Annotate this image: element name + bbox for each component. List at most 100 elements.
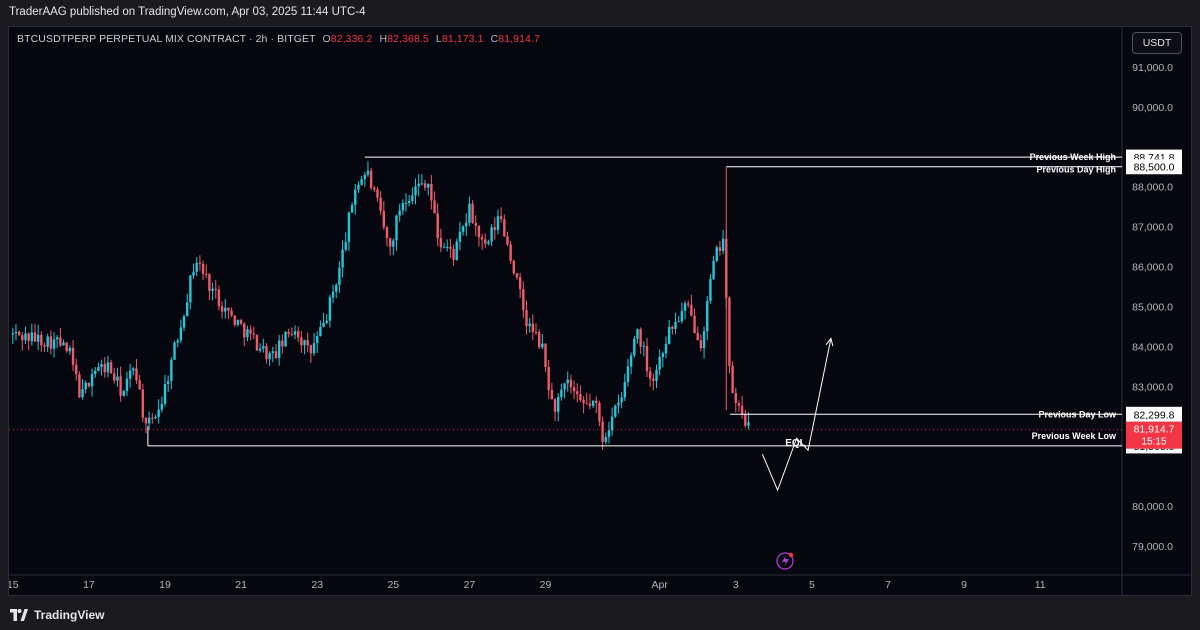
candle-body [541, 343, 544, 348]
candle-body [667, 326, 671, 344]
candle-body [648, 371, 652, 379]
candle-body [446, 246, 449, 248]
candle-body [132, 368, 135, 371]
candle-body [477, 225, 481, 238]
event-lightning-glyph [782, 555, 789, 567]
candle-body [106, 362, 110, 373]
candle-body [309, 345, 313, 354]
candle-body [214, 288, 217, 290]
footer-bar: TradingView [0, 600, 1200, 630]
candle-body [499, 216, 503, 220]
candle-body [699, 340, 703, 349]
candle-body [369, 170, 373, 188]
candle-body [572, 387, 576, 392]
open-value: 82,336.2 [330, 33, 373, 45]
candle-body [347, 212, 351, 243]
candle-body [420, 183, 424, 185]
candle-body [652, 378, 655, 381]
candle-body [693, 315, 696, 334]
candle-body [744, 413, 747, 426]
candle-body [680, 310, 684, 322]
candle-body [201, 263, 205, 274]
candle-body [100, 364, 103, 367]
candle-body [439, 238, 443, 248]
current-price-label: 81,914.7 [1134, 424, 1175, 436]
open-label: O [322, 33, 331, 45]
candle-body [484, 239, 487, 244]
candle-body [702, 331, 706, 349]
candle-body [683, 303, 687, 311]
candle-body [734, 393, 737, 404]
candle-body [493, 227, 496, 230]
current-price-badge [1126, 421, 1182, 449]
candle-body [71, 347, 75, 365]
candle-body [52, 339, 56, 349]
low-label: L [435, 33, 442, 45]
candle-body [284, 331, 287, 347]
candle-body [128, 370, 132, 379]
candle-body [528, 323, 531, 327]
candle-body [655, 369, 658, 381]
candle-body [363, 174, 366, 180]
candle-body [75, 364, 78, 375]
candle-body [373, 187, 376, 190]
candle-body [550, 390, 554, 400]
candle-body [411, 195, 414, 201]
candle-body [157, 409, 160, 417]
x-tick-label: 7 [885, 579, 891, 591]
candle-body [737, 403, 741, 406]
candle-body [186, 302, 189, 317]
candle-body [591, 400, 595, 406]
y-tick-label: 85,000.0 [1132, 301, 1173, 313]
candle-body [170, 359, 173, 382]
price-chart[interactable]: 79,000.0 80,000.0 83,000.0 84,000.0 85,000.0… [9, 27, 1192, 596]
candle-body [503, 219, 506, 237]
candle-body [252, 333, 255, 335]
candle-body [144, 417, 148, 424]
candle-body [731, 365, 734, 394]
candle-body [740, 405, 744, 414]
candle-body [255, 334, 259, 351]
candle-body [395, 215, 398, 241]
candle-body [566, 379, 569, 384]
candle-body [113, 373, 116, 381]
candle-body [404, 203, 408, 205]
candle-body [17, 331, 21, 336]
candle-body [341, 249, 344, 268]
bar-countdown-label: 15:15 [1141, 437, 1166, 448]
candle-body [192, 271, 195, 276]
candle-body [709, 278, 712, 301]
candle-body [24, 333, 27, 341]
candle-body [230, 310, 233, 316]
candle-body [195, 262, 198, 272]
candle-body [147, 417, 151, 424]
candle-body [306, 340, 309, 346]
candle-body [579, 394, 582, 400]
y-tick-label: 91,000.0 [1132, 62, 1173, 74]
candle-body [335, 285, 338, 292]
candle-body [300, 337, 303, 346]
x-tick-label: 5 [809, 579, 815, 591]
candle-body [557, 397, 560, 412]
chart-frame[interactable]: 79,000.0 80,000.0 83,000.0 84,000.0 85,000.0… [8, 26, 1192, 596]
candle-body [78, 374, 81, 398]
publisher-bar: TraderAAG published on TradingView.com, … [0, 0, 1200, 24]
candle-body [696, 333, 699, 341]
candle-body [690, 304, 693, 316]
candle-body [658, 356, 661, 370]
candle-body [205, 273, 208, 275]
candle-body [265, 346, 268, 360]
candle-body [718, 247, 722, 251]
candle-body [449, 246, 452, 249]
candle-body [407, 200, 411, 204]
candle-body [81, 389, 84, 398]
candle-body [224, 307, 227, 312]
candle-body [138, 380, 141, 390]
candle-body [325, 320, 328, 324]
currency-button[interactable]: USDT [1132, 32, 1182, 54]
candle-body [62, 342, 65, 346]
x-tick-label: 23 [311, 579, 323, 591]
projection-arrow [761, 338, 832, 492]
candle-body [582, 399, 585, 404]
candle-body [59, 337, 62, 346]
